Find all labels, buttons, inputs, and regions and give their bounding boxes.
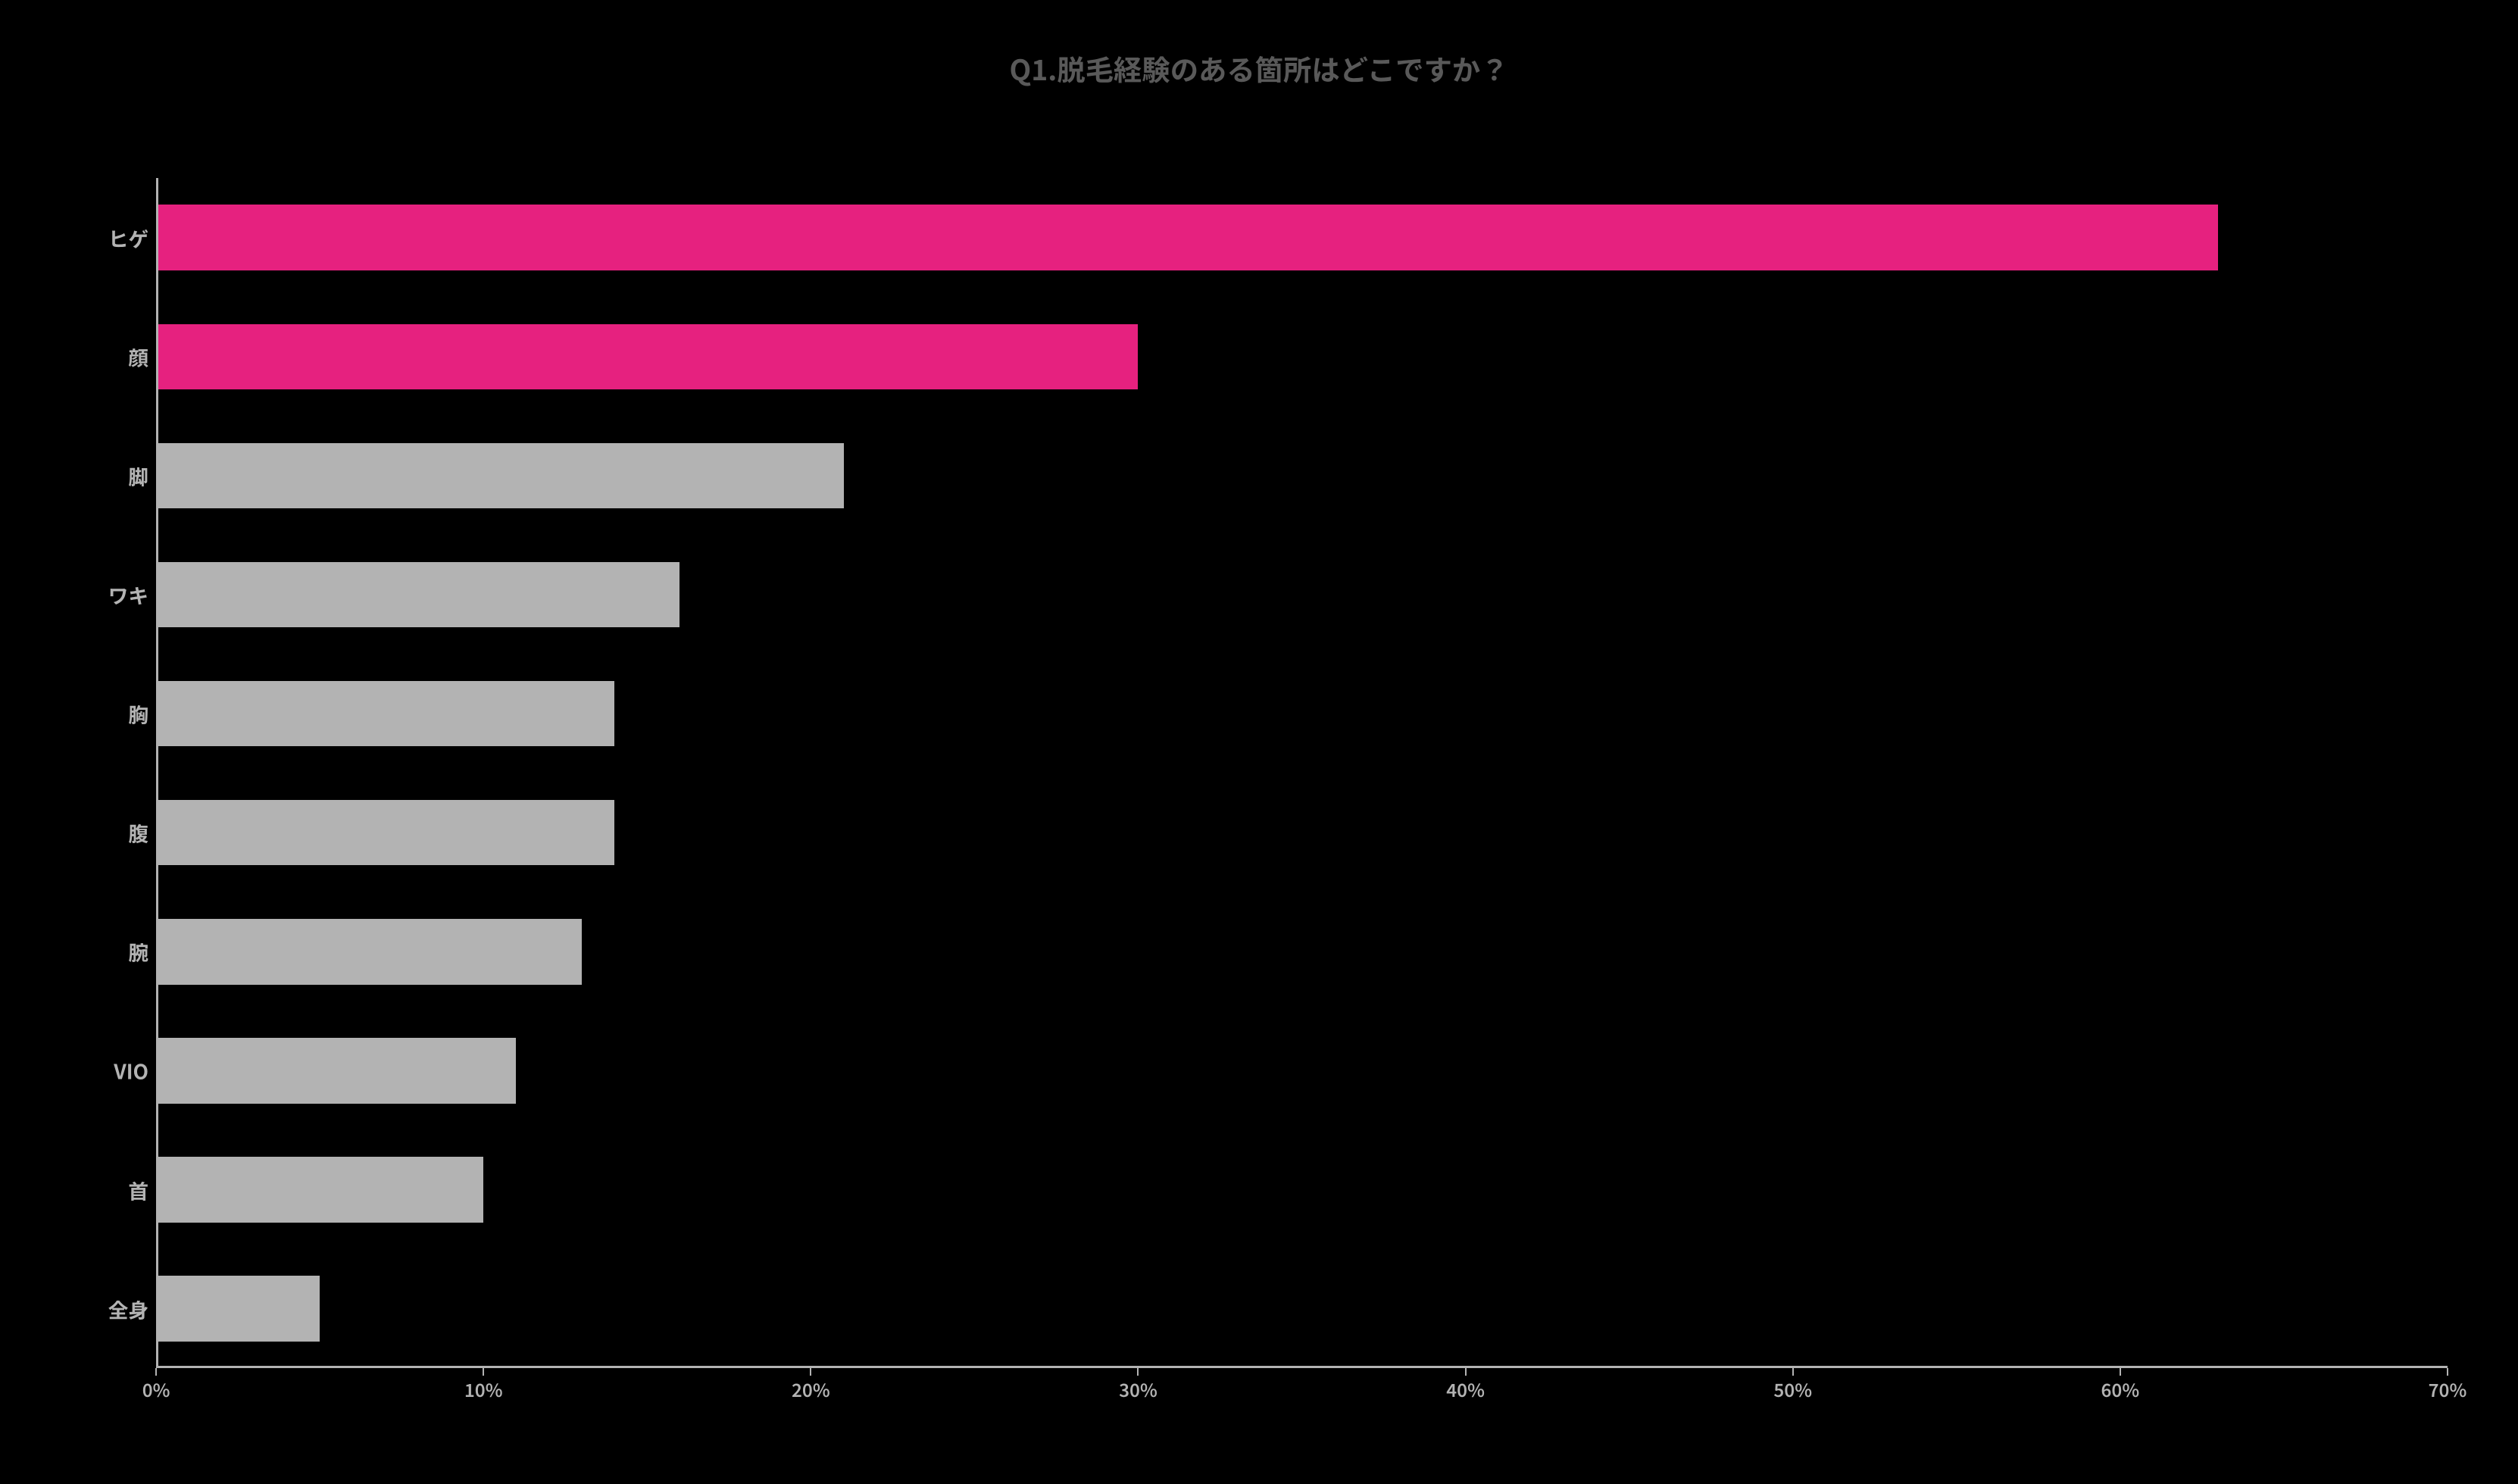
bar	[158, 1157, 483, 1222]
x-tick-label: 10%	[464, 1368, 503, 1402]
x-tick-label: 60%	[2101, 1368, 2139, 1402]
bar	[158, 562, 679, 627]
x-tick-label: 70%	[2429, 1368, 2467, 1402]
bar	[158, 919, 582, 984]
bar	[158, 1038, 516, 1103]
bar	[158, 324, 1138, 389]
y-tick-label: 全身	[108, 1294, 156, 1323]
y-tick-label: 顔	[128, 342, 156, 371]
y-tick-label: ワキ	[108, 580, 156, 609]
y-tick-label: 脚	[128, 461, 156, 490]
y-tick-label: 腕	[128, 937, 156, 967]
plot-area: 0%10%20%30%40%50%60%70%ヒゲ顔脚ワキ胸腹腕VIO首全身	[156, 178, 2448, 1368]
y-tick-label: 腹	[128, 818, 156, 848]
chart-title: Q1.脱毛経験のある箇所はどこですか？	[0, 48, 2518, 89]
bar	[158, 800, 614, 865]
x-tick-label: 20%	[792, 1368, 830, 1402]
bar	[158, 443, 843, 508]
bar	[158, 205, 2218, 270]
x-tick-label: 50%	[1773, 1368, 1812, 1402]
y-tick-label: 首	[128, 1175, 156, 1204]
x-tick-label: 30%	[1119, 1368, 1157, 1402]
x-tick-label: 40%	[1446, 1368, 1485, 1402]
y-tick-label: 胸	[128, 699, 156, 729]
bar	[158, 681, 614, 746]
chart-container: Q1.脱毛経験のある箇所はどこですか？ 0%10%20%30%40%50%60%…	[0, 0, 2518, 1484]
y-tick-label: ヒゲ	[108, 223, 156, 252]
x-tick-label: 0%	[142, 1368, 170, 1402]
bar	[158, 1276, 320, 1341]
y-tick-label: VIO	[114, 1056, 156, 1086]
